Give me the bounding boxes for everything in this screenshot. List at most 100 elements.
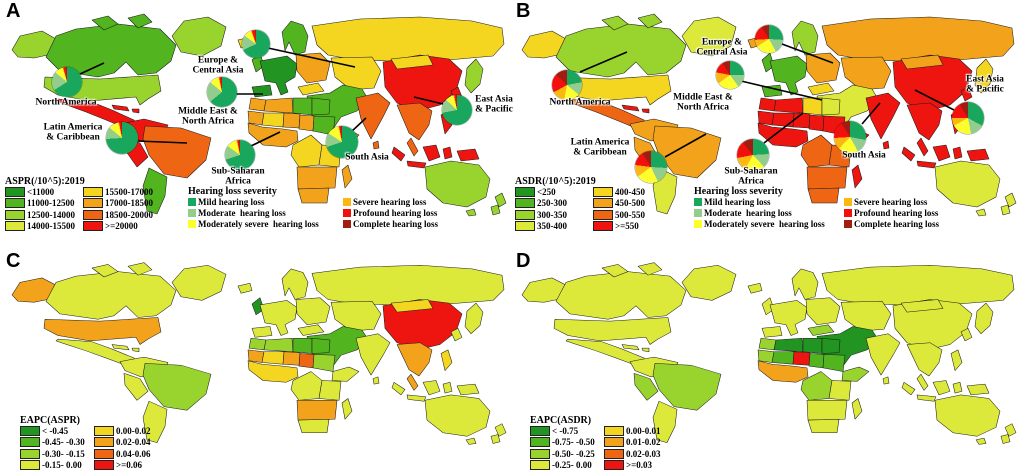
map-region-mauritania [757, 349, 775, 363]
region-label-europe_central_asia: Europe & Central Asia [192, 55, 244, 75]
severity-swatch-moderately_severe [188, 220, 196, 228]
eapc-asdr-legend-title: EAPC(ASDR) [530, 415, 592, 426]
severity-swatch-profound [343, 209, 351, 217]
region-label-south_asia: South Asia [345, 152, 389, 163]
pie-chart-east_asia_pacific [952, 102, 984, 134]
map-region-turkey [297, 82, 325, 96]
legend-class-item: 0.02-0.03 [604, 448, 661, 459]
map-region-japan [464, 302, 484, 334]
map-region-central_asia [840, 56, 892, 91]
map-region-mongolia [900, 54, 944, 70]
severity-label-moderately_severe: Moderately severe hearing loss [198, 219, 319, 229]
legend-class-label: 0.04-0.06 [116, 448, 151, 459]
legend-swatch [83, 187, 103, 197]
legend-class-label: -0.30- -0.15 [42, 448, 85, 459]
severity-item-complete: Complete hearing loss [343, 219, 438, 229]
map-region-brazil [652, 363, 722, 411]
panel-a-letter: A [6, 0, 21, 22]
legend-swatch [604, 448, 624, 459]
legend-class-label: 17000-18500 [105, 198, 153, 209]
leader-line-latin_america_caribbean [136, 140, 188, 144]
legend-swatch [83, 220, 103, 231]
map-region-indonesia [442, 382, 453, 394]
map-region-new_zealand [1000, 204, 1011, 216]
map-region-iberia [251, 326, 273, 338]
map-region-russia [311, 16, 505, 62]
map-region-ethiopia [841, 366, 870, 382]
map-region-egypt [311, 337, 331, 354]
map-region-canada [45, 23, 177, 78]
map-region-canada [45, 271, 177, 320]
legend-swatch [593, 198, 613, 209]
legend-class-item: 0.00-0.01 [604, 426, 661, 436]
map-region-scandinavia [281, 20, 309, 56]
world-map-c [11, 262, 507, 445]
map-region-sri_lanka [372, 376, 380, 385]
legend-class-label: >=20000 [105, 220, 138, 231]
legend-swatch [94, 437, 114, 448]
map-region-indonesia [952, 382, 963, 394]
map-region-new_zealand [1004, 423, 1017, 437]
map-region-caribbean [111, 344, 130, 351]
map-region-turkey [807, 324, 835, 336]
map-region-canada [555, 271, 687, 320]
map-region-indonesia [406, 160, 427, 169]
legend-swatch [83, 198, 103, 209]
legend-swatch [530, 448, 550, 459]
severity-label-complete: Complete hearing loss [353, 219, 438, 229]
map-region-south_africa [807, 418, 840, 433]
legend-class-label: 450-500 [615, 198, 645, 209]
leader-line-east_asia_pacific [413, 96, 444, 105]
region-label-north_america: North America [549, 97, 611, 108]
map-region-se_asia [906, 102, 943, 141]
severity-label-severe: Severe hearing loss [854, 197, 928, 207]
legend-class-item: -0.50- -0.25 [530, 448, 595, 459]
map-region-new_zealand [490, 434, 501, 444]
map-region-south_africa [807, 187, 840, 204]
map-region-australia [424, 394, 491, 437]
map-region-se_asia [396, 102, 433, 141]
map-region-china [892, 299, 973, 351]
aspr-legend: ASPR(/10^5):2019 <11000 11000-12500 12500-… [5, 176, 153, 231]
legend-class-label: >=0.06 [116, 459, 143, 470]
legend-class-label: -0.25- 0.00 [552, 459, 592, 470]
map-region-caribbean [131, 347, 140, 352]
map-region-sri_lanka [882, 376, 890, 385]
legend-class-item: >=20000 [83, 220, 138, 231]
legend-class-label: 500-550 [615, 209, 645, 220]
map-region-indonesia [391, 146, 406, 162]
legend-class-label: 350-400 [537, 220, 567, 231]
legend-class-item: 400-450 [593, 187, 645, 197]
legend-swatch [5, 198, 25, 209]
map-region-new_zealand [1004, 192, 1017, 208]
map-region-china [382, 299, 463, 351]
legend-class-item: 300-350 [515, 209, 567, 220]
map-region-indonesia [456, 148, 480, 162]
map-region-brazil [652, 125, 722, 179]
panel-d-eapc-asdr-map: D EAPC(ASDR) < -0.75 -0.75- -0.50 -0.50- -… [510, 250, 1020, 475]
severity-item-severe: Severe hearing loss [844, 197, 927, 207]
map-region-east_europe [295, 297, 331, 325]
map-region-canada [601, 264, 629, 278]
severity-item-moderately_severe: Moderately severe hearing loss [188, 219, 319, 229]
legend-swatch [83, 209, 103, 220]
map-region-new_zealand [494, 192, 507, 208]
map-region-madagascar [851, 398, 863, 420]
legend-swatch [20, 426, 40, 436]
legend-class-label: 0.02-0.04 [116, 437, 151, 448]
severity-label-complete: Complete hearing loss [854, 219, 939, 229]
legend-class-item: 450-500 [593, 198, 645, 209]
legend-swatch [515, 220, 535, 231]
panel-d-letter: D [516, 250, 531, 272]
map-region-west_africa [247, 360, 299, 383]
map-region-indonesia [901, 382, 916, 396]
severity-swatch-severe [343, 198, 351, 206]
map-region-sri_lanka [882, 140, 890, 150]
panel-b-letter: B [516, 0, 531, 22]
map-region-mongolia [390, 299, 434, 313]
map-region-turkey [807, 82, 835, 96]
map-region-indonesia [932, 380, 951, 396]
leader-line-south_asia [350, 117, 367, 133]
map-region-indonesia [932, 144, 951, 162]
map-region-central_asia [840, 301, 892, 332]
